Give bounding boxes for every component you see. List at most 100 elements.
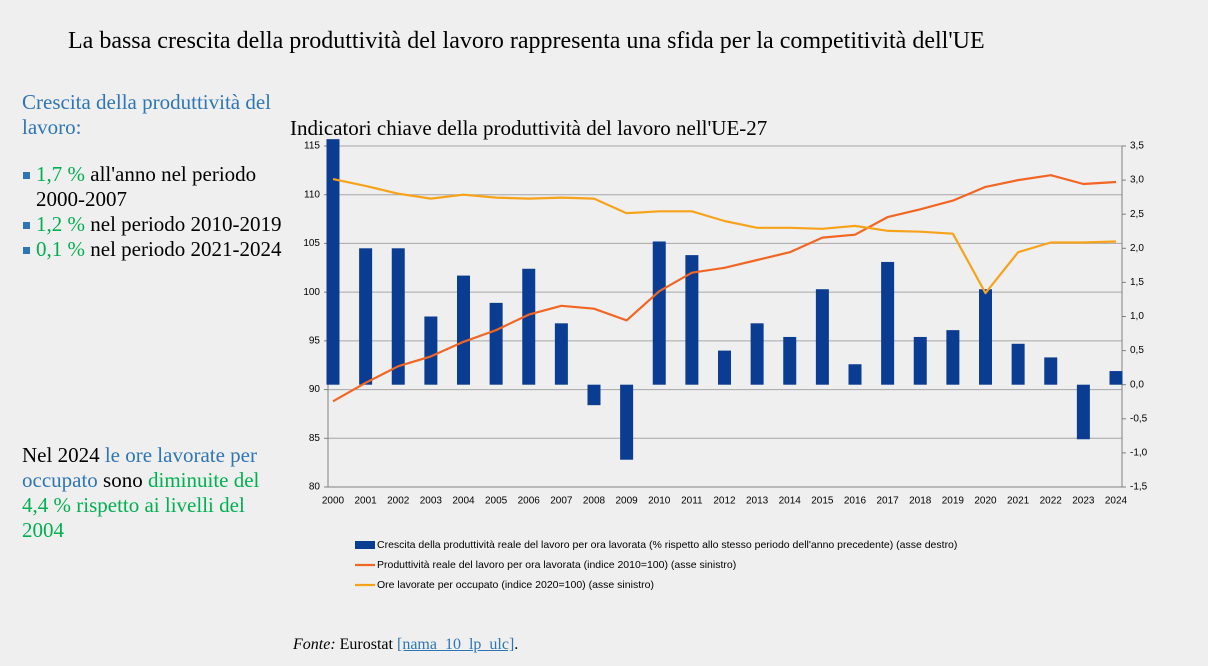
source: Fonte: Eurostat [nama_10_lp_ulc].	[293, 636, 518, 654]
y-tick-label: 100	[303, 287, 320, 298]
x-tick-label: 2009	[616, 496, 639, 507]
x-tick-label: 2013	[746, 496, 769, 507]
x-tick-label: 2016	[844, 496, 867, 507]
x-tick-label: 2011	[681, 496, 703, 507]
bar	[979, 289, 992, 385]
bar	[391, 248, 405, 385]
source-end: .	[514, 636, 519, 653]
bar	[685, 255, 699, 385]
bar	[848, 364, 862, 385]
line	[332, 174, 1117, 403]
x-tick-label: 2024	[1105, 496, 1128, 507]
bullet-marker	[23, 222, 30, 229]
source-label: Fonte:	[293, 636, 336, 653]
y2-tick-label: -0,5	[1130, 413, 1148, 424]
x-tick-label: 2002	[387, 496, 410, 507]
sidebar-heading: Crescita della produttività del lavoro:	[22, 90, 272, 139]
bullet: 0,1 % nel periodo 2021-2024	[22, 237, 284, 262]
note-text: diminuite del 4,4 % rispetto ai livelli …	[22, 468, 260, 542]
line	[332, 178, 1117, 295]
x-tick-label: 2014	[779, 496, 802, 507]
bar	[554, 323, 568, 385]
bar	[1109, 371, 1123, 385]
y-tick-label: 110	[304, 189, 320, 200]
x-tick-label: 2000	[322, 496, 345, 507]
y2-tick-label: 0,5	[1130, 345, 1144, 356]
bullet: 1,2 % nel periodo 2010-2019	[22, 212, 284, 237]
y2-tick-label: 1,0	[1130, 311, 1144, 322]
y2-tick-label: 1,5	[1130, 277, 1144, 288]
source-link[interactable]: [nama_10_lp_ulc]	[396, 636, 515, 653]
chart-title: Indicatori chiave della produttività del…	[290, 116, 768, 140]
bullet-marker	[23, 172, 30, 179]
bar	[489, 302, 503, 385]
x-tick-label: 2020	[974, 496, 997, 507]
x-tick-label: 2008	[583, 496, 606, 507]
bullet-list: 1,7 % all'anno nel periodo 2000-2007 1,2 …	[22, 162, 284, 262]
note-text: sono	[103, 468, 143, 492]
bar	[326, 139, 340, 385]
source-text: Eurostat	[339, 636, 393, 653]
sidebar: Crescita della produttività del lavoro: …	[22, 90, 284, 262]
note-text: Nel 2024	[22, 443, 100, 467]
bar	[1076, 384, 1090, 440]
x-tick-label: 2023	[1072, 496, 1095, 507]
x-tick-label: 2018	[909, 496, 932, 507]
y-tick-label: 85	[309, 433, 321, 444]
bar	[750, 323, 764, 385]
bar	[946, 330, 960, 385]
x-tick-label: 2019	[942, 496, 965, 507]
bullet-text: nel periodo 2021-2024	[90, 237, 282, 261]
x-tick-label: 2010	[648, 496, 671, 507]
bar	[457, 275, 470, 385]
bullet-text: all'anno nel periodo 2000-2007	[36, 162, 257, 211]
y-tick-label: 115	[304, 141, 320, 152]
legend-label: Produttività reale del lavoro per ora la…	[377, 559, 736, 571]
bullet: 1,7 % all'anno nel periodo 2000-2007	[22, 162, 284, 212]
chart: 80 85 90 95 100 105 110 115 -1,5 -1,0 -0,5 0,0 0,5 1,…	[303, 139, 1148, 591]
sidebar-note: Nel 2024 le ore lavorate per occupato so…	[22, 443, 284, 543]
bar	[620, 384, 634, 460]
x-tick-label: 2012	[713, 496, 736, 507]
x-tick-label: 2015	[811, 496, 834, 507]
y2-tick-label: -1,5	[1130, 482, 1148, 493]
bar	[587, 384, 601, 406]
bar	[783, 336, 797, 385]
y2-tick-label: 3,5	[1130, 141, 1144, 152]
x-tick-label: 2017	[877, 496, 900, 507]
x-tick-label: 2001	[355, 496, 378, 507]
bullet-text: nel periodo 2010-2019	[90, 212, 282, 236]
bar	[718, 350, 731, 385]
bar	[522, 268, 536, 385]
y2-tick-label: -1,0	[1130, 448, 1148, 459]
bullet-value: 0,1 %	[36, 237, 85, 261]
y2-tick-label: 2,5	[1130, 209, 1144, 220]
y2-tick-label: 2,0	[1130, 243, 1144, 254]
x-tick-label: 2005	[485, 496, 508, 507]
bar	[1011, 343, 1025, 385]
bar	[652, 241, 666, 385]
x-tick-label: 2004	[452, 496, 475, 507]
bullet-marker	[23, 247, 30, 254]
bar	[424, 316, 438, 385]
y-tick-label: 105	[303, 238, 320, 249]
bullet-value: 1,2 %	[36, 212, 85, 236]
x-tick-label: 2003	[420, 496, 443, 507]
y2-tick-label: 3,0	[1130, 175, 1144, 186]
note-text: le ore lavorate per occupato	[22, 443, 257, 492]
legend-label: Ore lavorate per occupato (indice 2020=1…	[377, 579, 654, 591]
legend-swatch	[355, 541, 375, 549]
y-tick-label: 90	[309, 384, 321, 395]
x-tick-label: 2007	[550, 496, 573, 507]
bullet-value: 1,7 %	[36, 162, 85, 186]
page-title: La bassa crescita della produttività del…	[68, 28, 985, 54]
bar	[913, 336, 927, 385]
legend-label: Crescita della produttività reale del la…	[377, 539, 957, 551]
x-tick-label: 2021	[1007, 496, 1030, 507]
bar	[1044, 357, 1058, 385]
x-tick-label: 2022	[1040, 496, 1063, 507]
y-tick-label: 95	[309, 335, 321, 346]
y-tick-label: 80	[309, 482, 321, 493]
bar	[881, 261, 895, 385]
